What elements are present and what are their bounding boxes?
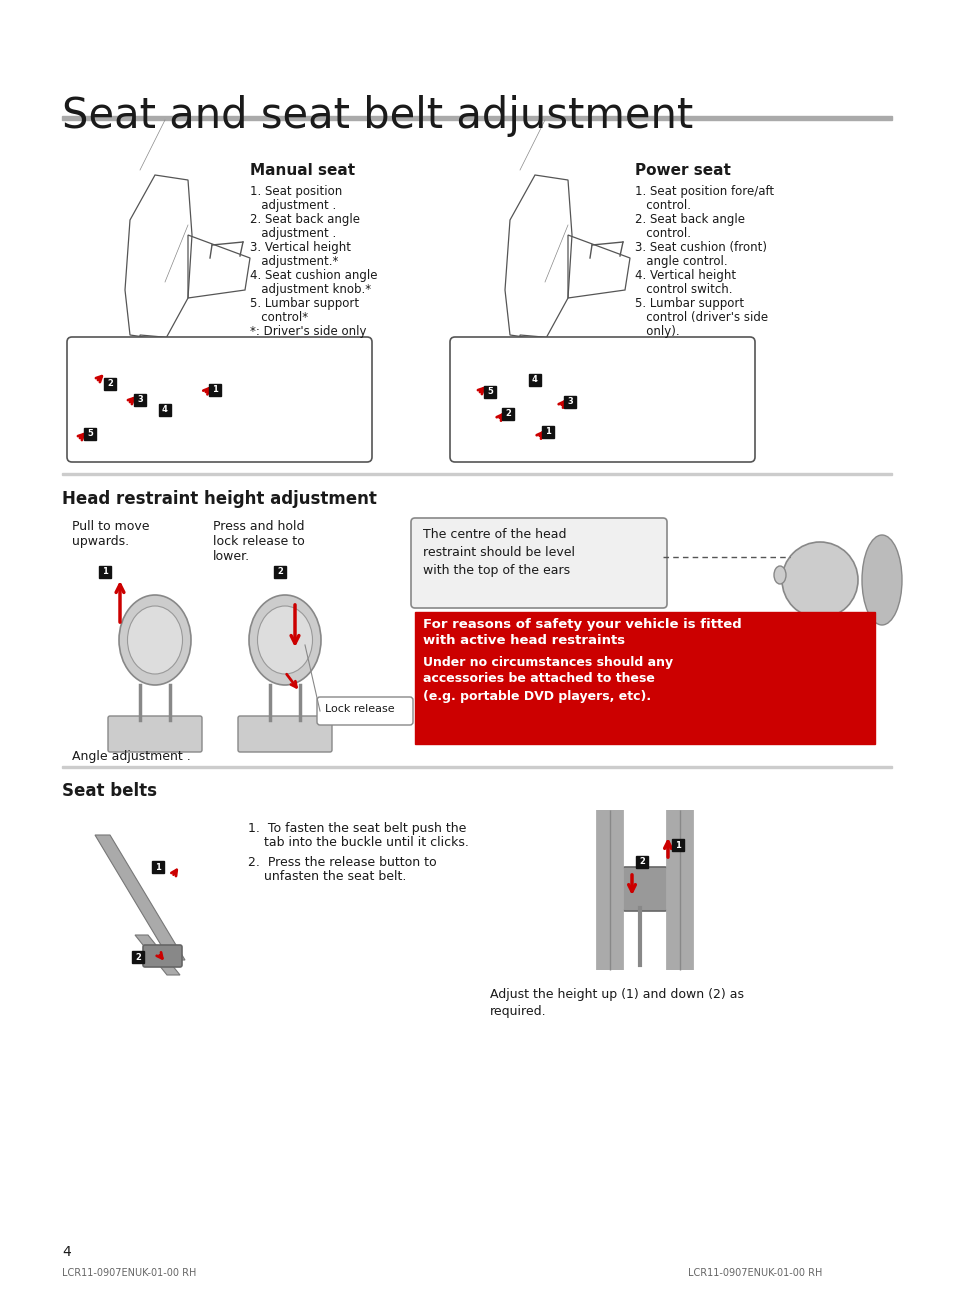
- Text: control.: control.: [635, 199, 690, 212]
- Bar: [159, 404, 171, 415]
- Ellipse shape: [862, 534, 901, 625]
- Text: 2: 2: [107, 379, 112, 388]
- Text: Adjust the height up (1) and down (2) as
required.: Adjust the height up (1) and down (2) as…: [490, 989, 743, 1018]
- Bar: [99, 565, 111, 578]
- Text: adjustment .: adjustment .: [250, 199, 335, 212]
- Text: Pull to move
upwards.: Pull to move upwards.: [71, 520, 150, 547]
- Text: 4. Seat cushion angle: 4. Seat cushion angle: [250, 269, 377, 282]
- FancyBboxPatch shape: [411, 518, 666, 608]
- Text: Power seat: Power seat: [635, 163, 730, 179]
- FancyBboxPatch shape: [67, 336, 372, 462]
- Ellipse shape: [797, 655, 852, 685]
- Text: control (driver's side: control (driver's side: [635, 311, 767, 324]
- Bar: [483, 386, 496, 399]
- Bar: [62, 116, 891, 120]
- Text: angle control.: angle control.: [635, 255, 727, 268]
- Text: adjustment knob.*: adjustment knob.*: [250, 283, 371, 296]
- Ellipse shape: [119, 595, 191, 685]
- Bar: [152, 861, 164, 873]
- Text: 4: 4: [162, 405, 168, 414]
- Ellipse shape: [249, 595, 320, 685]
- Text: 1: 1: [212, 386, 217, 395]
- Text: 2: 2: [276, 568, 283, 577]
- Ellipse shape: [773, 565, 785, 584]
- FancyBboxPatch shape: [237, 716, 332, 752]
- Text: adjustment .: adjustment .: [250, 226, 335, 239]
- Text: 2: 2: [135, 952, 141, 961]
- Text: 4: 4: [532, 375, 537, 384]
- Text: 3: 3: [137, 396, 143, 405]
- Bar: [132, 951, 144, 963]
- Text: (e.g. portable DVD players, etc).: (e.g. portable DVD players, etc).: [422, 690, 651, 703]
- Text: control.: control.: [635, 226, 690, 239]
- Polygon shape: [135, 936, 180, 974]
- Text: control switch.: control switch.: [635, 283, 732, 296]
- Text: 1: 1: [675, 841, 680, 849]
- FancyBboxPatch shape: [108, 716, 202, 752]
- Text: 1: 1: [544, 427, 551, 436]
- Text: control*: control*: [250, 311, 308, 324]
- Ellipse shape: [257, 606, 313, 674]
- Text: *: Driver's side only: *: Driver's side only: [250, 325, 366, 338]
- Bar: [501, 408, 514, 421]
- FancyBboxPatch shape: [316, 697, 413, 725]
- Text: adjustment.*: adjustment.*: [250, 255, 338, 268]
- Circle shape: [781, 542, 857, 619]
- Text: 3. Seat cushion (front): 3. Seat cushion (front): [635, 241, 766, 254]
- Text: unfasten the seat belt.: unfasten the seat belt.: [248, 870, 406, 883]
- Bar: [133, 393, 146, 406]
- Text: 1: 1: [102, 568, 108, 577]
- Bar: [62, 474, 891, 475]
- Text: 2. Seat back angle: 2. Seat back angle: [635, 214, 744, 226]
- Text: 5. Lumbar support: 5. Lumbar support: [635, 298, 743, 311]
- Text: 5. Lumbar support: 5. Lumbar support: [250, 298, 358, 311]
- Bar: [415, 612, 874, 744]
- FancyBboxPatch shape: [621, 867, 667, 911]
- Text: Angle adjustment .: Angle adjustment .: [71, 751, 191, 763]
- Bar: [62, 766, 891, 769]
- Text: 1: 1: [155, 863, 161, 871]
- Text: 3. Vertical height: 3. Vertical height: [250, 241, 351, 254]
- Text: 2: 2: [639, 858, 644, 867]
- Text: 5: 5: [87, 430, 92, 439]
- Bar: [104, 378, 116, 389]
- Text: 2. Seat back angle: 2. Seat back angle: [250, 214, 359, 226]
- Text: tab into the buckle until it clicks.: tab into the buckle until it clicks.: [248, 836, 468, 849]
- Text: 2: 2: [504, 409, 511, 418]
- Text: Seat belts: Seat belts: [62, 782, 157, 800]
- Text: 4: 4: [62, 1245, 71, 1259]
- Bar: [84, 428, 96, 440]
- Bar: [563, 396, 576, 408]
- Text: LCR11-0907ENUK-01-00 RH: LCR11-0907ENUK-01-00 RH: [687, 1268, 821, 1278]
- Text: 5: 5: [487, 387, 493, 396]
- Bar: [209, 384, 221, 396]
- Bar: [274, 565, 286, 578]
- Text: 1. Seat position: 1. Seat position: [250, 185, 342, 198]
- Text: 2.  Press the release button to: 2. Press the release button to: [248, 857, 436, 870]
- Text: For reasons of safety your vehicle is fitted
with active head restraints: For reasons of safety your vehicle is fi…: [422, 619, 741, 647]
- Text: 3: 3: [566, 397, 572, 406]
- Bar: [529, 374, 540, 386]
- Bar: [636, 857, 647, 868]
- Text: Under no circumstances should any
accessories be attached to these: Under no circumstances should any access…: [422, 656, 673, 685]
- FancyBboxPatch shape: [143, 945, 182, 967]
- Text: Head restraint height adjustment: Head restraint height adjustment: [62, 490, 376, 509]
- Text: Press and hold
lock release to
lower.: Press and hold lock release to lower.: [213, 520, 304, 563]
- Text: Lock release: Lock release: [325, 704, 395, 714]
- FancyBboxPatch shape: [450, 336, 754, 462]
- Text: 4. Vertical height: 4. Vertical height: [635, 269, 736, 282]
- Text: Manual seat: Manual seat: [250, 163, 355, 179]
- Text: LCR11-0907ENUK-01-00 RH: LCR11-0907ENUK-01-00 RH: [62, 1268, 196, 1278]
- Polygon shape: [95, 835, 185, 960]
- Ellipse shape: [128, 606, 182, 674]
- Text: The centre of the head
restraint should be level
with the top of the ears: The centre of the head restraint should …: [422, 528, 575, 577]
- Text: 1.  To fasten the seat belt push the: 1. To fasten the seat belt push the: [248, 822, 466, 835]
- Bar: [671, 839, 683, 851]
- Text: only).: only).: [635, 325, 679, 338]
- Bar: [541, 426, 554, 437]
- Text: 1. Seat position fore/aft: 1. Seat position fore/aft: [635, 185, 773, 198]
- Text: Seat and seat belt adjustment: Seat and seat belt adjustment: [62, 94, 693, 137]
